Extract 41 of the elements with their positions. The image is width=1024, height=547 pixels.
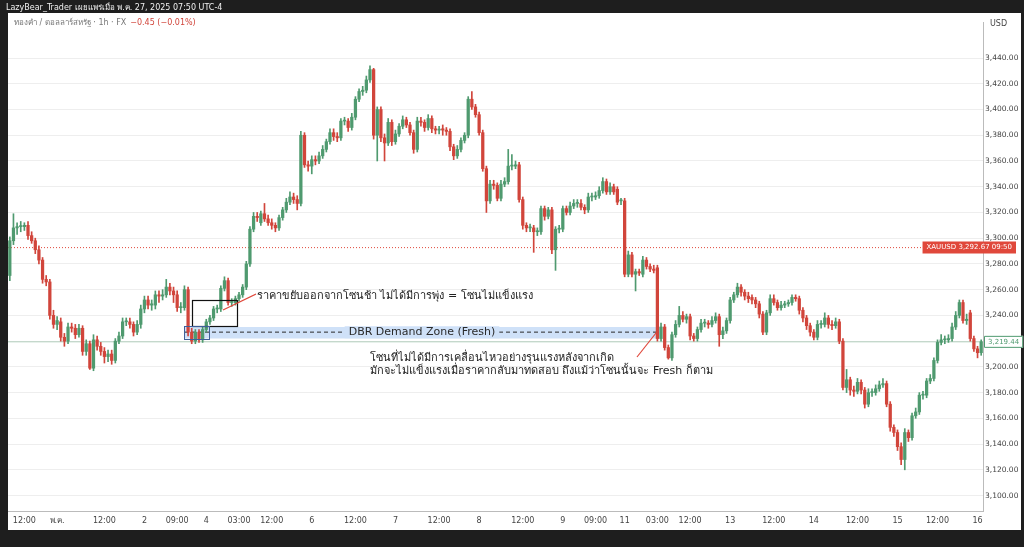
candlestick xyxy=(881,378,885,388)
candlestick xyxy=(335,132,339,143)
x-tick-label: 09:00 xyxy=(165,515,189,525)
x-tick-label: 4 xyxy=(203,515,209,525)
x-tick-label: 8 xyxy=(476,515,482,525)
candlestick xyxy=(157,290,161,303)
x-tick-label: 14 xyxy=(808,515,819,525)
annotation: ราคาขยับออกจากโซนช้า ไม่ได้มีการพุ่ง = โซนไม่แข็งแรง xyxy=(257,289,533,302)
x-tick-label: 12:00 xyxy=(845,515,870,525)
candlestick xyxy=(441,124,445,136)
candlestick xyxy=(706,320,710,329)
text: LazyBear_Trader เผยแพร่เมื่อ พ.ค. 27, 2025 07:50 UTC-4 xyxy=(6,1,223,14)
x-tick-label: 12:00 xyxy=(92,515,116,525)
candlestick xyxy=(255,212,259,222)
x-tick-label: 03:00 xyxy=(227,515,251,525)
x-tick-label: 9 xyxy=(560,515,566,525)
candlestick xyxy=(106,349,110,363)
x-tick-label: 12:00 xyxy=(511,515,535,525)
chart-subtitle: −0.45 (−0.01%) xyxy=(130,18,196,27)
x-tick-label: 12:00 xyxy=(427,515,451,525)
x-tick-label: 16 xyxy=(972,515,983,525)
x-tick-label: 12:00 xyxy=(260,515,284,525)
ref-line-label: DBR Demand Zone (Fresh) xyxy=(348,324,496,338)
x-tick-label: 15 xyxy=(892,515,903,525)
chart-title: ทองคำ / ดอลลาร์สหรัฐ · 1h · FX xyxy=(14,18,127,27)
x-tick-label: 12:00 xyxy=(678,515,702,525)
x-tick-label: 03:00 xyxy=(645,515,669,525)
x-tick-label: 2 xyxy=(141,515,147,525)
x-tick-label: 11 xyxy=(619,515,630,525)
x-tick-label: 09:00 xyxy=(584,515,608,525)
x-tick-label: 12:00 xyxy=(12,515,36,525)
x-tick-label: พ.ค. xyxy=(49,515,65,525)
x-tick-label: 7 xyxy=(392,515,398,525)
x-tick-label: 12:00 xyxy=(925,515,950,525)
x-tick-label: 13 xyxy=(725,515,736,525)
x-tick-label: 12:00 xyxy=(762,515,786,525)
x-tick-label: 6 xyxy=(309,515,315,525)
y-axis-title: USD xyxy=(990,19,1008,28)
candlestick xyxy=(19,221,23,233)
x-tick-label: 12:00 xyxy=(343,515,367,525)
annotation: โซนที่ไม่ได้มีการเคลื่อนไหวอย่างรุนแรงหลังจากเกิด มักจะไม่แข็งแรงเมื่อราคากลับมาทดสอบ ถึงแม้ว่าโซนนั้นจะ Fresh ก็ตาม xyxy=(370,351,713,377)
